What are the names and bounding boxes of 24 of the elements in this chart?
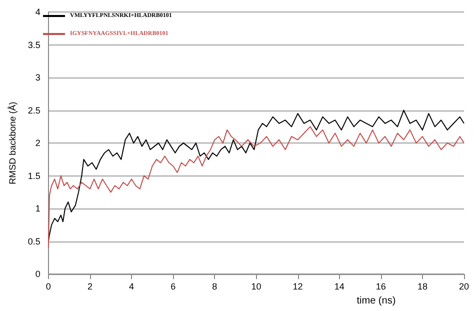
x-tick-label: 8	[212, 282, 218, 292]
y-tick-label: 4	[35, 7, 40, 17]
y-axis-title: RMSD backbone (Å)	[8, 102, 18, 184]
y-tick-label: 0.5	[28, 236, 40, 246]
y-tick-label: 2.5	[28, 105, 40, 116]
x-tick-label: 18	[417, 282, 428, 292]
x-tick-label: 2	[87, 282, 92, 292]
x-tick-label: 10	[251, 282, 262, 292]
y-tick-label: 3.5	[28, 40, 40, 50]
y-tick-label: 1	[35, 204, 40, 214]
x-tick-label: 12	[292, 282, 303, 292]
x-tick-label: 20	[458, 282, 470, 292]
x-tick-label: 0	[46, 282, 51, 292]
x-tick-label: 16	[376, 282, 386, 292]
line-series	[48, 110, 464, 242]
x-tick-label: 4	[129, 282, 134, 292]
y-tick-label: 1.5	[28, 170, 40, 181]
y-tick-label: 3	[35, 72, 40, 83]
line-series	[48, 126, 464, 248]
y-tick-label: 0	[35, 269, 40, 280]
x-tick-label: 14	[334, 282, 344, 292]
x-tick-label: 6	[170, 282, 176, 292]
x-axis-title: time (ns)	[356, 296, 396, 306]
y-tick-label: 2	[35, 138, 40, 148]
